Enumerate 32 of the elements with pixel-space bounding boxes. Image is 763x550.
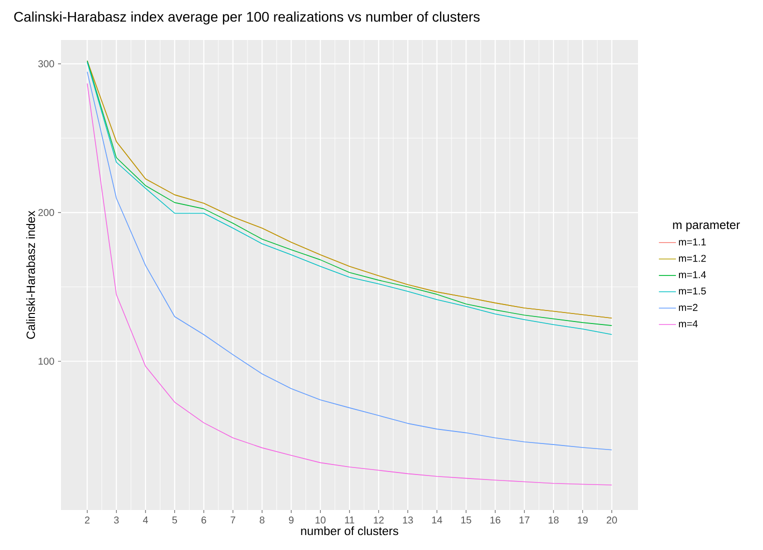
legend-title: m parameter [673,221,740,232]
x-tick-label: 9 [288,516,294,524]
y-axis-title: Calinski-Harabasz index [26,210,36,339]
y-tick-label: 100 [38,358,54,365]
legend-label: m=1.2 [678,254,706,262]
x-tick-label: 16 [490,516,500,524]
x-tick-label: 20 [606,516,617,524]
x-tick-label: 12 [374,516,384,524]
x-tick-label: 3 [114,516,119,524]
x-tick-label: 14 [432,516,442,524]
x-tick-label: 5 [172,516,178,524]
x-tick-label: 15 [461,516,472,524]
legend-label: m=2 [678,304,698,311]
x-axis-title: number of clusters [301,526,398,536]
y-tick-label: 300 [38,60,54,68]
x-tick-label: 4 [142,516,148,524]
legend-label: m=1.1 [678,238,706,246]
x-tick-label: 8 [260,516,264,524]
x-tick-label: 13 [403,516,413,524]
x-tick-label: 18 [548,516,559,524]
legend-label: m=1.4 [678,271,706,278]
x-tick-label: 7 [230,516,236,524]
y-tick-label: 200 [38,208,54,216]
x-tick-label: 10 [316,516,326,524]
x-tick-label: 11 [345,516,354,524]
x-tick-label: 19 [578,516,588,524]
legend-label: m=1.5 [678,288,706,295]
x-tick-label: 6 [202,516,206,524]
chart-title: Calinski-Harabasz index average per 100 realizations vs number of clusters [14,12,480,25]
legend-label: m=4 [678,320,698,328]
x-tick-label: 17 [520,516,530,524]
x-tick-label: 2 [84,516,90,524]
